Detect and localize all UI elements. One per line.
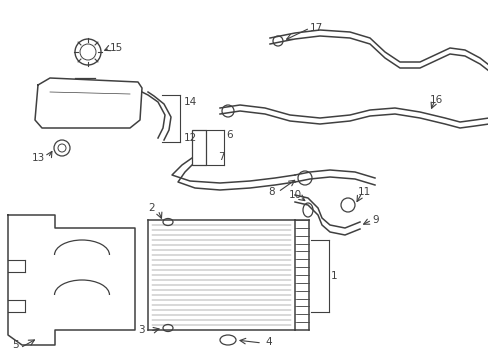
Text: 17: 17 [309, 23, 323, 33]
Bar [192, 130, 205, 165]
Text: 1: 1 [330, 271, 337, 281]
Text: 9: 9 [371, 215, 378, 225]
Text: 16: 16 [429, 95, 442, 105]
Text: 2: 2 [148, 203, 154, 213]
Text: 15: 15 [110, 43, 123, 53]
Text: 7: 7 [218, 152, 224, 162]
Text: 5: 5 [12, 340, 19, 350]
Text: 3: 3 [138, 325, 144, 335]
Text: 6: 6 [225, 130, 232, 140]
Text: 14: 14 [183, 97, 197, 107]
Text: 10: 10 [288, 190, 301, 200]
Text: 12: 12 [183, 133, 197, 143]
Text: 4: 4 [264, 337, 271, 347]
Text: 8: 8 [267, 187, 274, 197]
Text: 13: 13 [32, 153, 45, 163]
Text: 11: 11 [357, 187, 370, 197]
